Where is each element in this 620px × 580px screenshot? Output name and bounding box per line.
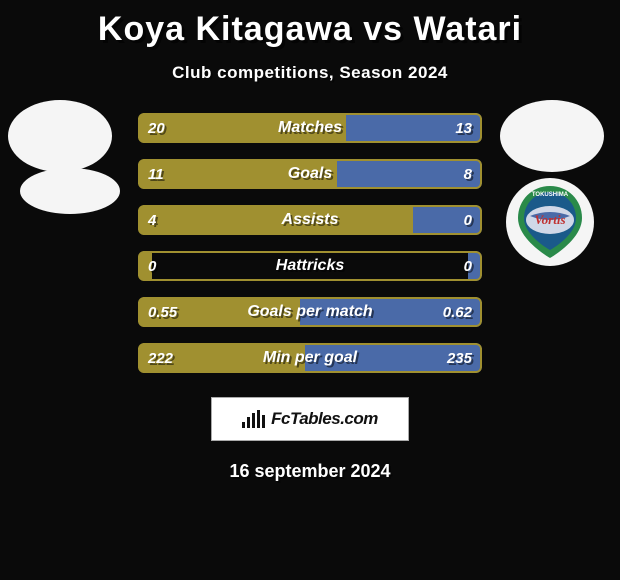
stat-label: Goals	[288, 165, 332, 183]
stat-value-right: 8	[464, 166, 472, 183]
stat-bar-right	[337, 159, 482, 189]
icon-bar	[262, 415, 265, 429]
stat-value-right: 0	[464, 212, 472, 229]
icon-bar	[247, 417, 250, 428]
icon-bar	[252, 413, 255, 428]
stat-value-left: 222	[148, 350, 173, 367]
stat-row: 222 235 Min per goal	[138, 343, 482, 373]
subtitle: Club competitions, Season 2024	[0, 63, 620, 83]
stat-label: Assists	[282, 211, 339, 229]
stat-row: 0 0 Hattricks	[138, 251, 482, 281]
stat-row: 4 0 Assists	[138, 205, 482, 235]
stat-value-left: 4	[148, 212, 156, 229]
badge-top-text: TOKUSHIMA	[532, 192, 569, 198]
fctables-text: FcTables.com	[271, 409, 378, 429]
stat-value-left: 20	[148, 120, 165, 137]
stat-row: 20 13 Matches	[138, 113, 482, 143]
stat-value-right: 0	[464, 258, 472, 275]
stat-label: Min per goal	[263, 349, 357, 367]
player-left-avatar	[8, 100, 112, 172]
stat-label: Goals per match	[247, 303, 372, 321]
team-badge-icon: TOKUSHIMA Vortis	[506, 178, 594, 266]
stat-value-left: 0	[148, 258, 156, 275]
page-title: Koya Kitagawa vs Watari	[0, 0, 620, 49]
player-right-avatar	[500, 100, 604, 172]
team-badge: TOKUSHIMA Vortis	[506, 178, 594, 266]
stat-value-left: 0.55	[148, 304, 177, 321]
icon-bar	[257, 410, 260, 428]
stat-value-left: 11	[148, 166, 164, 183]
stat-value-right: 13	[455, 120, 472, 137]
stat-bar-left	[138, 205, 413, 235]
stats-container: 2013Matches118Goals40Assists00Hattricks0…	[138, 113, 482, 373]
stat-value-right: 235	[447, 350, 472, 367]
fctables-attribution: FcTables.com	[211, 397, 409, 441]
icon-bar	[242, 422, 245, 428]
stat-value-right: 0.62	[443, 304, 472, 321]
date-text: 16 september 2024	[0, 461, 620, 482]
bar-chart-icon	[242, 410, 265, 428]
badge-main-text: Vortis	[534, 212, 565, 227]
stat-label: Matches	[278, 119, 342, 137]
stat-row: 11 8 Goals	[138, 159, 482, 189]
stat-label: Hattricks	[276, 257, 344, 275]
stat-row: 0.55 0.62 Goals per match	[138, 297, 482, 327]
player-left-avatar-secondary	[20, 168, 120, 214]
